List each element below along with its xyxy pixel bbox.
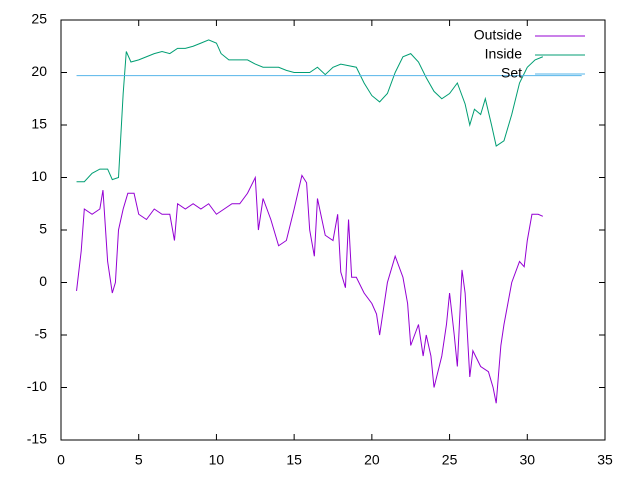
x-tick-label: 10 [209, 452, 225, 468]
legend-label: Inside [485, 46, 523, 62]
y-tick-label: -10 [27, 378, 47, 394]
x-tick-label: 30 [519, 452, 535, 468]
x-tick-label: 20 [364, 452, 380, 468]
y-tick-label: 5 [39, 221, 47, 237]
y-tick-label: 25 [31, 11, 47, 27]
series-line [76, 39, 544, 183]
legend-label: Outside [474, 27, 522, 43]
y-tick-label: 20 [31, 63, 47, 79]
x-tick-label: 15 [286, 452, 302, 468]
y-tick-label: 10 [31, 168, 47, 184]
legend-label: Set [501, 65, 522, 81]
x-tick-label: 35 [597, 452, 613, 468]
y-tick-label: -5 [35, 326, 48, 342]
x-tick-label: 5 [135, 452, 143, 468]
plot-border [60, 19, 606, 441]
x-tick-label: 25 [442, 452, 458, 468]
y-tick-label: 0 [39, 273, 47, 289]
y-tick-label: -15 [27, 431, 47, 447]
y-tick-label: 15 [31, 116, 47, 132]
series-line [76, 174, 544, 404]
x-tick-label: 0 [57, 452, 65, 468]
